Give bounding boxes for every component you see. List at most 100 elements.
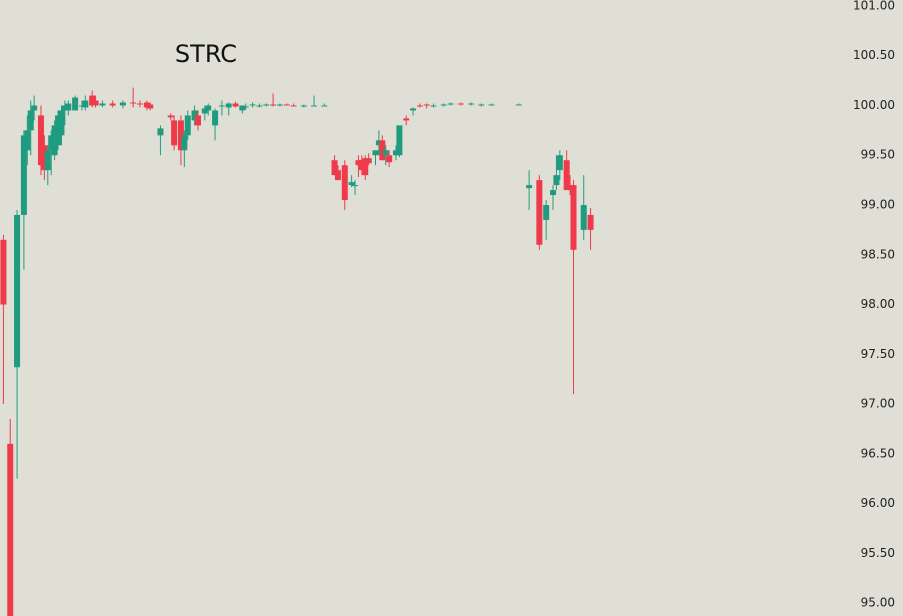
candle-body xyxy=(20,135,27,215)
y-tick-label: 98.00 xyxy=(861,297,895,311)
candle-body xyxy=(55,115,62,146)
y-tick-label: 100.50 xyxy=(853,48,895,62)
candle-body xyxy=(99,103,106,106)
y-tick-label: 95.00 xyxy=(861,596,895,610)
candle-body xyxy=(311,105,318,107)
candle-body xyxy=(423,104,430,106)
candle-body xyxy=(72,97,79,111)
candle-body xyxy=(416,105,423,107)
candle-body xyxy=(543,205,550,220)
candle-body xyxy=(488,104,495,106)
candle-body xyxy=(218,105,225,107)
candle-body xyxy=(283,104,290,106)
candle-body xyxy=(276,104,283,106)
candle-body xyxy=(256,105,263,107)
y-tick-label: 97.00 xyxy=(861,397,895,411)
candle-body xyxy=(78,105,85,107)
candle-body xyxy=(82,100,89,108)
candle-body xyxy=(119,102,126,106)
candle-body xyxy=(0,239,7,305)
candle-body xyxy=(468,103,475,105)
candle-body xyxy=(167,115,174,118)
candle-body xyxy=(27,110,34,131)
candle-body xyxy=(58,110,65,136)
candle-body xyxy=(587,214,594,230)
candle-body xyxy=(403,118,410,121)
candle-body xyxy=(447,103,454,105)
y-tick-label: 98.50 xyxy=(861,247,895,261)
candle-body xyxy=(147,104,154,109)
candle-body xyxy=(375,140,382,146)
candle-body xyxy=(225,103,232,108)
candle-body xyxy=(24,130,31,151)
candle-body xyxy=(136,103,143,105)
candle-body xyxy=(41,145,48,171)
candle-body xyxy=(300,105,307,107)
candle-body xyxy=(130,102,137,104)
candle-body xyxy=(249,104,256,106)
candle-body xyxy=(556,155,563,171)
candle-body xyxy=(89,95,96,106)
candle-body xyxy=(526,185,533,189)
y-tick-label: 101.00 xyxy=(853,0,895,12)
candle-body xyxy=(232,103,239,107)
candle-body xyxy=(92,100,99,106)
candle-body xyxy=(440,104,447,106)
candle-body xyxy=(382,150,389,156)
plot-area xyxy=(0,87,594,616)
candle-body xyxy=(321,105,328,107)
candle-body xyxy=(430,105,437,107)
candle-body xyxy=(263,104,270,106)
candle-body xyxy=(201,108,208,114)
candle-body xyxy=(457,103,464,105)
candle-body xyxy=(157,128,164,136)
candle-body xyxy=(171,120,178,146)
candle-body xyxy=(362,158,369,176)
candle-body xyxy=(358,160,365,171)
candle-body xyxy=(352,185,359,187)
candle-body xyxy=(191,110,198,121)
candle-body xyxy=(386,155,393,163)
candle-body xyxy=(194,115,201,126)
y-tick-label: 97.50 xyxy=(861,347,895,361)
candle-body xyxy=(580,205,587,230)
candle-body xyxy=(44,150,51,171)
candle-body xyxy=(205,105,212,111)
candle-body xyxy=(365,158,372,164)
candle-body xyxy=(184,115,191,136)
y-tick-label: 96.00 xyxy=(861,496,895,510)
candle-body xyxy=(270,104,277,106)
candle-body xyxy=(553,175,560,186)
candle-body xyxy=(478,104,485,106)
candle-body xyxy=(109,103,116,106)
candle-body xyxy=(212,110,219,126)
candle-body xyxy=(410,108,417,111)
candle-body xyxy=(372,150,379,156)
candle-body xyxy=(550,190,557,196)
chart-title: STRC xyxy=(175,40,237,68)
candle-body xyxy=(177,120,184,151)
candle-body xyxy=(181,135,188,151)
candle-body xyxy=(536,180,543,245)
y-tick-label: 99.50 xyxy=(861,148,895,162)
y-tick-label: 96.50 xyxy=(861,446,895,460)
candle-body xyxy=(341,165,348,201)
candle-body xyxy=(7,443,14,616)
candle-body xyxy=(239,105,246,111)
y-tick-label: 95.50 xyxy=(861,546,895,560)
candle-body xyxy=(396,125,403,156)
candle-body xyxy=(290,105,297,107)
candle-body xyxy=(334,170,341,181)
candle-body xyxy=(570,185,577,250)
candle-body xyxy=(563,160,570,191)
y-tick-label: 100.00 xyxy=(853,98,895,112)
candle-body xyxy=(61,105,68,111)
candle-body xyxy=(143,102,150,108)
candle-body xyxy=(331,160,338,176)
candle-body xyxy=(31,105,38,111)
candle-body xyxy=(242,106,249,108)
candle-body xyxy=(48,135,55,151)
